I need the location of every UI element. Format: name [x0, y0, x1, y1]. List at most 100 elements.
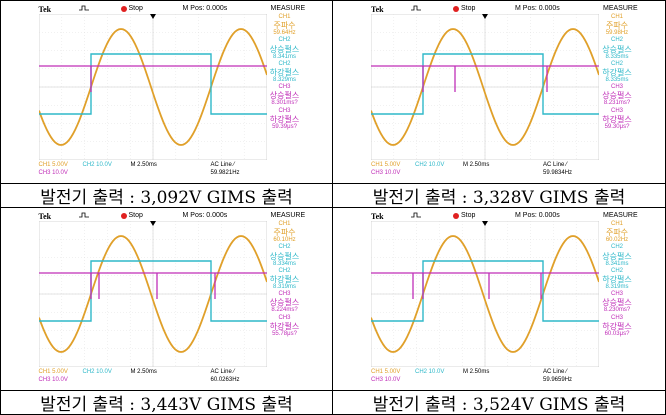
trigger-icon — [78, 5, 89, 11]
caption-4: 발전기 출력 : 3,524V GIMS 출력 — [333, 391, 665, 414]
ch3-label: CH3 — [610, 84, 623, 91]
stop-indicator-icon — [120, 213, 127, 219]
trigger-marker-icon — [482, 221, 488, 226]
ch3-scale: CH3 10.0V — [38, 377, 68, 383]
freq-value: 60.10Hz — [273, 237, 296, 244]
trigger-frequency: 59.9659Hz — [543, 377, 573, 383]
freq-label: 주파수 — [605, 228, 629, 238]
ch3-fall-value: 59.30μs? — [604, 123, 630, 130]
measure-panel: CH1 주파수 60.02Hz CH2 상승펄스 8.341ms CH2 하강펄… — [599, 221, 635, 338]
ch2-label: CH2 — [610, 244, 623, 251]
trigger-icon — [411, 212, 421, 218]
trigger-source: AC Line ⁄ — [210, 162, 235, 168]
waveform-display — [38, 14, 267, 160]
ch2-rise-label: 상승펄스 — [269, 251, 300, 261]
ch3-rise-value: 8.301ms? — [271, 100, 298, 107]
timebase: M 2.50ms — [130, 369, 157, 375]
ch3-fall-label: 하강펄스 — [602, 114, 632, 124]
brand-label: Tek — [371, 212, 384, 221]
scope-header: Tek Stop M Pos: 0.000s MEASURE — [33, 211, 306, 221]
freq-value: 59.64Hz — [273, 30, 296, 37]
ch3-fall-label: 하강펄스 — [269, 321, 300, 331]
measure-panel: CH1 주파수 59.98Hz CH2 상승펄스 8.335ms CH2 하강펄… — [599, 14, 635, 131]
measure-title: MEASURE — [603, 5, 638, 12]
ch2-fall-label: 하강펄스 — [602, 68, 632, 78]
measure-title: MEASURE — [270, 5, 306, 12]
brand-label: Tek — [38, 212, 52, 221]
scope-header: Tek Stop M Pos: 0.000s MEASURE — [33, 4, 306, 14]
ch2-rise-value: 8.341ms — [272, 53, 296, 60]
ch2-scale: CH2 10.0V — [415, 162, 445, 168]
stop-indicator-icon — [120, 6, 127, 12]
ch3-label-2: CH3 — [610, 314, 623, 321]
freq-value: 60.02Hz — [605, 237, 629, 244]
scope-panel-4: Tek Stop M Pos: 0.000s MEASURE CH1 주파수 6… — [333, 208, 665, 391]
timebase: M 2.50ms — [130, 162, 157, 168]
oscilloscope-screen: Tek Stop M Pos: 0.000s MEASURE CH1 주파수 5… — [365, 4, 638, 180]
ch2-label: CH2 — [278, 37, 291, 44]
trigger-marker-icon — [482, 14, 488, 19]
caption-3: 발전기 출력 : 3,443V GIMS 출력 — [1, 391, 333, 414]
ch2-fall-value: 8.329ms — [272, 77, 296, 84]
scope-footer: CH1 5.00V CH2 10.0V M 2.50ms AC Line ⁄ C… — [33, 369, 301, 387]
horizontal-position: M Pos: 0.000s — [515, 5, 560, 12]
timebase: M 2.50ms — [463, 162, 490, 168]
horizontal-position: M Pos: 0.000s — [515, 212, 560, 219]
ch2-label-2: CH2 — [278, 267, 291, 274]
ch3-rise-label: 상승펄스 — [602, 91, 632, 101]
ch3-scale: CH3 10.0V — [371, 377, 401, 383]
horizontal-position: M Pos: 0.000s — [182, 212, 228, 219]
run-state: Stop — [128, 5, 143, 12]
ch2-label-2: CH2 — [278, 60, 291, 67]
ch3-label: CH3 — [610, 291, 623, 298]
oscilloscope-screen: Tek Stop M Pos: 0.000s MEASURE CH1 주파수 6… — [32, 211, 306, 387]
ch3-rise-label: 상승펄스 — [602, 298, 632, 308]
ch2-label-2: CH2 — [610, 60, 623, 67]
ch2-rise-label: 상승펄스 — [602, 44, 632, 54]
scope-panel-2: Tek Stop M Pos: 0.000s MEASURE CH1 주파수 5… — [333, 1, 665, 184]
ch3-fall-label: 하강펄스 — [602, 321, 632, 331]
ch1-sine-trace — [38, 235, 267, 353]
waveform-display — [371, 221, 599, 367]
stop-indicator-icon — [453, 213, 459, 219]
trigger-source: AC Line ⁄ — [543, 162, 568, 168]
oscilloscope-screen: Tek Stop M Pos: 0.000s MEASURE CH1 주파수 6… — [365, 211, 638, 387]
ch2-square-trace — [371, 53, 599, 115]
freq-label: 주파수 — [273, 228, 296, 238]
trigger-frequency: 59.9821Hz — [210, 170, 240, 176]
stop-indicator-icon — [453, 6, 459, 12]
ch2-rise-value: 8.341ms — [605, 260, 629, 267]
ch1-sine-trace — [38, 28, 267, 146]
ch2-label: CH2 — [610, 37, 623, 44]
ch3-label-2: CH3 — [278, 314, 291, 321]
ch3-label: CH3 — [278, 84, 291, 91]
brand-label: Tek — [38, 5, 52, 14]
ch3-fall-value: 59.39μs? — [272, 123, 297, 130]
measure-panel: CH1 주파수 59.64Hz CH2 상승펄스 8.341ms CH2 하강펄… — [267, 14, 303, 131]
ch3-label: CH3 — [278, 291, 291, 298]
ch2-fall-value: 8.319ms — [272, 284, 296, 291]
waveform-display — [38, 221, 267, 367]
ch2-rise-value: 8.334ms — [272, 260, 296, 267]
scope-footer: CH1 5.00V CH2 10.0V M 2.50ms AC Line ⁄ C… — [33, 162, 301, 180]
ch3-fall-value: 55.78μs? — [272, 330, 297, 337]
ch2-scale: CH2 10.0V — [82, 162, 112, 168]
ch2-square-trace — [38, 53, 267, 115]
brand-label: Tek — [371, 5, 384, 14]
run-state: Stop — [461, 5, 476, 12]
measure-title: MEASURE — [270, 212, 306, 219]
ch3-rise-value: 8.224ms? — [271, 307, 298, 314]
trigger-marker-icon — [149, 14, 156, 19]
trigger-marker-icon — [149, 221, 156, 226]
horizontal-position: M Pos: 0.000s — [182, 5, 228, 12]
ch3-rise-label: 상승펄스 — [269, 298, 300, 308]
scope-header: Tek Stop M Pos: 0.000s MEASURE — [365, 211, 638, 221]
ch2-rise-value: 8.335ms — [605, 53, 629, 60]
ch3-label-2: CH3 — [278, 107, 291, 114]
ch3-rise-value: 8.231ms? — [603, 100, 631, 107]
ch2-label-2: CH2 — [610, 267, 623, 274]
ch2-fall-label: 하강펄스 — [269, 68, 300, 78]
ch1-sine-trace — [371, 235, 599, 353]
ch1-label: CH1 — [610, 14, 623, 20]
ch3-fall-value: 60.03μs? — [604, 330, 630, 337]
